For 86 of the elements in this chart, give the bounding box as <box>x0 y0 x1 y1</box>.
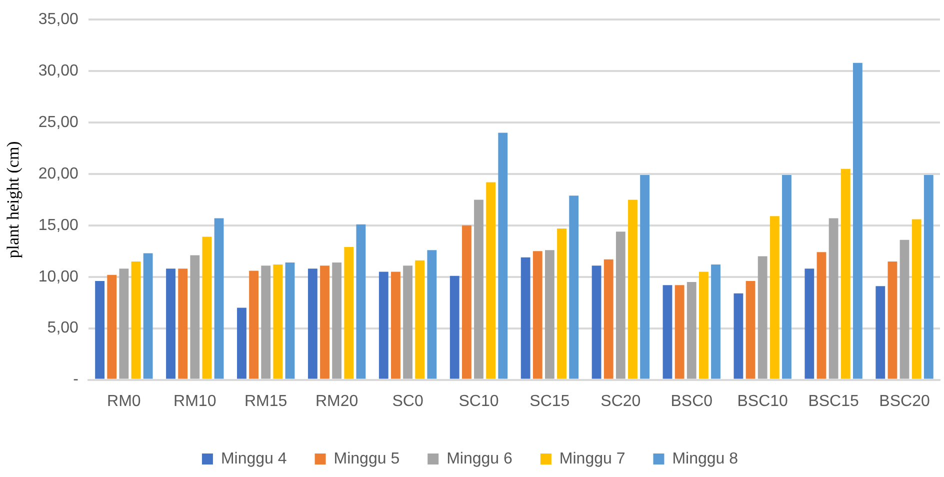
bar <box>782 175 792 379</box>
bar <box>415 260 425 379</box>
x-tick-label: BSC0 <box>670 392 713 410</box>
bar <box>119 268 129 379</box>
x-tick-label: RM20 <box>315 392 358 410</box>
legend-label: Minggu 5 <box>334 450 400 468</box>
bar <box>249 270 258 379</box>
bar <box>95 281 104 379</box>
bar <box>403 266 412 379</box>
x-tick-label: BSC15 <box>808 392 859 410</box>
bar <box>616 232 626 379</box>
y-tick-label: 10,00 <box>38 268 79 286</box>
legend-label: Minggu 6 <box>446 450 513 468</box>
bar <box>804 268 814 379</box>
bar <box>592 266 602 379</box>
bar <box>214 218 224 379</box>
bar <box>462 225 472 379</box>
bar <box>888 261 898 379</box>
bar <box>686 282 696 379</box>
bar <box>557 228 566 379</box>
bar <box>332 262 342 379</box>
bar <box>273 264 283 379</box>
y-tick-label: 20,00 <box>38 165 79 182</box>
bar <box>604 259 614 379</box>
bar <box>569 196 579 379</box>
bar <box>698 272 708 379</box>
x-tick-label: RM0 <box>107 392 141 410</box>
bar <box>131 261 141 379</box>
x-tick-label: BSC20 <box>879 392 930 410</box>
bar <box>912 219 922 379</box>
legend-label: Minggu 7 <box>559 450 626 468</box>
bar <box>107 274 117 379</box>
x-tick-label: SC10 <box>458 392 499 410</box>
legend-label: Minggu 8 <box>672 450 738 468</box>
bar <box>143 253 153 379</box>
bar <box>498 132 508 379</box>
y-tick-label: 30,00 <box>38 62 79 80</box>
bar <box>178 268 188 379</box>
bar <box>520 257 530 379</box>
x-tick-label: SC15 <box>530 392 570 410</box>
bar <box>532 251 542 379</box>
bar <box>486 182 496 379</box>
x-tick-label: SC0 <box>392 392 424 410</box>
bar <box>734 293 744 379</box>
bar <box>816 252 826 379</box>
bar <box>770 216 780 379</box>
bar <box>166 268 176 379</box>
bar <box>285 262 295 379</box>
bar <box>237 308 246 379</box>
bar <box>924 175 934 379</box>
bar <box>378 272 388 379</box>
bar <box>308 268 318 379</box>
bar <box>427 250 437 379</box>
bar <box>711 264 720 379</box>
bar <box>450 276 460 379</box>
y-tick-label: 5,00 <box>47 320 79 337</box>
bar <box>628 200 638 379</box>
x-tick-label: SC20 <box>600 392 641 410</box>
bar <box>190 255 200 379</box>
bar <box>828 218 838 379</box>
bar <box>261 266 271 379</box>
bar <box>840 168 850 379</box>
bar <box>758 256 768 379</box>
bar <box>900 240 910 379</box>
x-tick-label: RM15 <box>244 392 288 410</box>
legend-label: Minggu 4 <box>220 450 287 468</box>
bar <box>356 224 366 379</box>
y-tick-label: - <box>73 371 78 388</box>
bar <box>544 250 554 379</box>
x-tick-label: BSC10 <box>737 392 788 410</box>
bar <box>674 285 684 379</box>
bar <box>391 272 400 379</box>
y-axis-title: plant height (cm) <box>4 141 23 258</box>
x-tick-label: RM10 <box>174 392 216 410</box>
bar <box>320 266 330 379</box>
y-tick-label: 15,00 <box>38 216 79 234</box>
bar <box>202 236 212 379</box>
bar <box>640 175 650 379</box>
bar <box>876 286 886 379</box>
bar <box>746 281 756 379</box>
bar <box>344 247 354 379</box>
bar <box>852 62 862 379</box>
bar <box>662 285 672 379</box>
y-tick-label: 25,00 <box>38 114 79 131</box>
bar <box>474 200 484 379</box>
y-tick-label: 35,00 <box>38 11 79 28</box>
